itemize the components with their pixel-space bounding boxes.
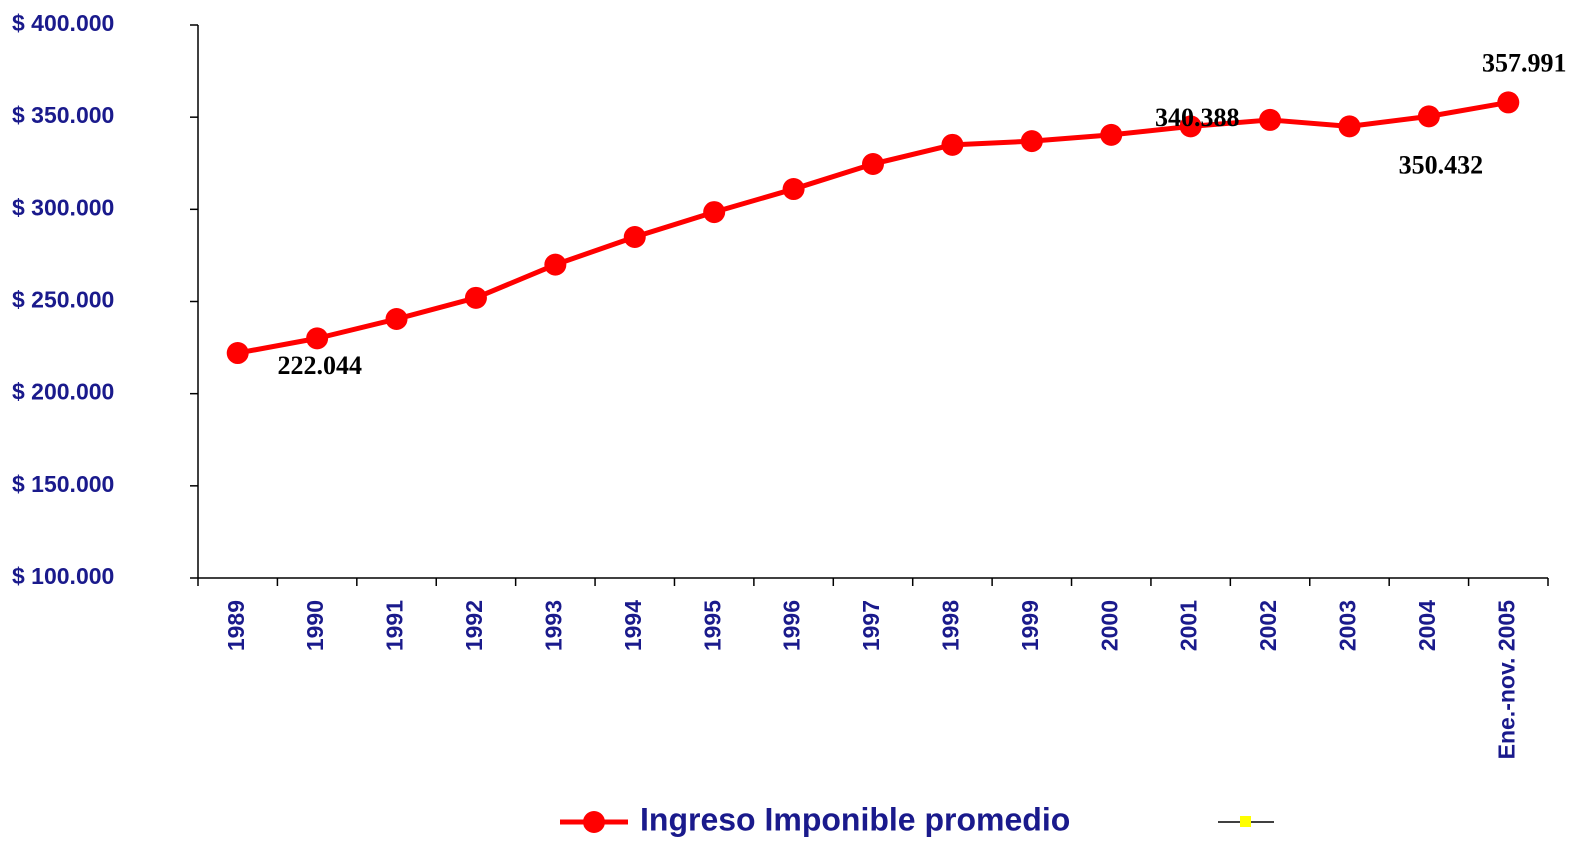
x-tick-label: 1989 xyxy=(223,600,249,651)
x-tick-label: 1997 xyxy=(858,600,884,651)
x-tick-label: 2003 xyxy=(1335,600,1361,651)
x-tick-label: 1998 xyxy=(937,600,963,651)
marker xyxy=(464,286,487,309)
x-tick-label: 1991 xyxy=(382,600,408,651)
marker xyxy=(862,152,884,175)
marker xyxy=(306,327,329,350)
data-label: 357.991 xyxy=(1482,48,1567,77)
y-tick-label: $ 350.000 xyxy=(12,102,114,128)
marker xyxy=(1259,108,1282,131)
legend-marker xyxy=(583,811,605,833)
marker xyxy=(941,133,964,156)
x-tick-label: 2001 xyxy=(1176,600,1202,651)
x-tick-label: 1996 xyxy=(779,600,805,651)
y-tick-label: $ 250.000 xyxy=(12,287,114,313)
marker xyxy=(1179,115,1202,138)
data-label: 340.388 xyxy=(1155,103,1240,132)
y-tick-label: $ 150.000 xyxy=(12,471,114,497)
legend-marker xyxy=(1240,816,1251,827)
marker xyxy=(782,178,805,201)
marker xyxy=(1417,105,1440,128)
x-tick-label: 1992 xyxy=(461,600,487,651)
legend-label: Ingreso Imponible promedio xyxy=(640,801,1070,837)
marker xyxy=(544,253,567,276)
y-tick-label: $ 300.000 xyxy=(12,194,114,220)
marker xyxy=(226,342,249,365)
marker xyxy=(385,308,408,331)
x-tick-label: 1994 xyxy=(620,600,646,651)
x-tick-label: 2002 xyxy=(1255,600,1281,651)
marker xyxy=(1100,123,1123,146)
data-label: 350.432 xyxy=(1399,150,1484,179)
marker xyxy=(1020,130,1043,153)
marker xyxy=(703,201,726,224)
data-label: 222.044 xyxy=(277,351,362,380)
y-tick-label: $ 400.000 xyxy=(12,10,114,36)
x-tick-label: Ene.-nov. 2005 xyxy=(1493,600,1519,760)
marker xyxy=(1338,115,1361,138)
x-tick-label: 2000 xyxy=(1096,600,1122,651)
line xyxy=(237,99,1509,356)
y-tick-label: $ 200.000 xyxy=(12,379,114,405)
x-tick-label: 1990 xyxy=(302,600,328,651)
x-tick-label: 1993 xyxy=(540,600,566,651)
x-tick-label: 1995 xyxy=(699,600,725,651)
marker xyxy=(623,225,646,248)
legend: Ingreso Imponible promedio xyxy=(560,801,1274,837)
x-tick-label: 1999 xyxy=(1017,600,1043,651)
marker xyxy=(1497,91,1520,114)
y-tick-label: $ 100.000 xyxy=(12,563,114,589)
x-tick-label: 2004 xyxy=(1414,600,1440,651)
